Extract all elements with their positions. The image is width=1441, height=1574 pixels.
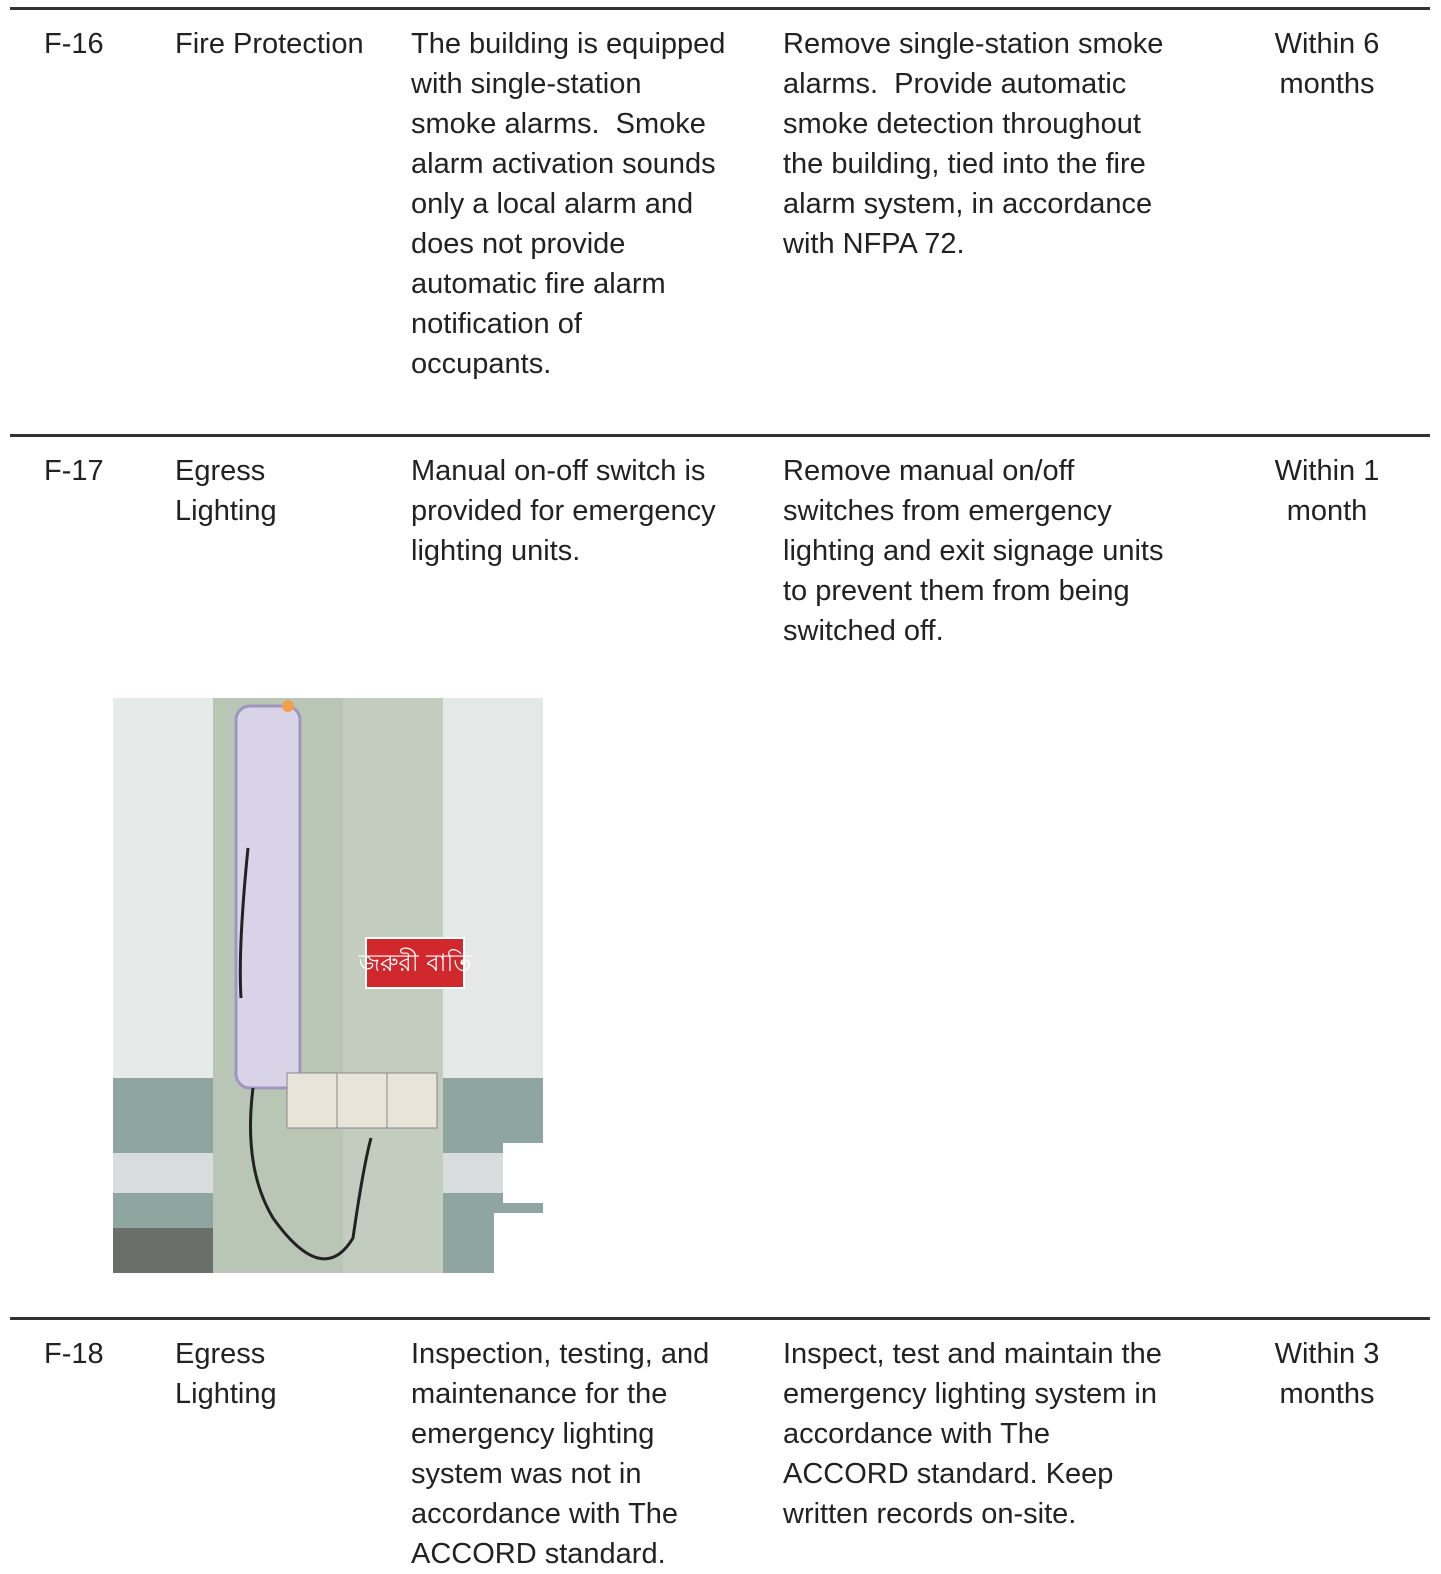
text-line: emergency lighting [411, 1418, 655, 1450]
text-line: alarms. Provide automatic [783, 68, 1127, 100]
text-line: alarm system, in accordance [783, 188, 1153, 220]
text-line: smoke detection throughout [783, 108, 1141, 140]
cell-finding: The building is equipped with single-stat… [411, 24, 725, 384]
text-line: Remove single-station smoke [783, 28, 1164, 60]
cell-category: Fire Protection [175, 24, 364, 64]
text-line: with NFPA 72. [783, 228, 965, 260]
cell-id: F-18 [44, 1338, 104, 1370]
cell-timeline: Within 6 months [1227, 24, 1427, 104]
cell-finding: Inspection, testing, and maintenance for … [411, 1334, 709, 1574]
text-line: automatic fire alarm [411, 268, 666, 300]
text-line: ACCORD standard. Keep [783, 1458, 1114, 1490]
text-line: switched off. [783, 615, 944, 647]
text-line: Manual on-off switch is [411, 455, 706, 487]
text-line: provided for emergency [411, 495, 716, 527]
text-line: accordance with The [411, 1498, 679, 1530]
text-line: Lighting [175, 1378, 277, 1410]
text-line: does not provide [411, 228, 626, 260]
cell-recommendation: Remove manual on/off switches from emerge… [783, 451, 1163, 651]
sign-text: জরুরী বাতি [358, 948, 473, 977]
text-line: Within 1 [1274, 455, 1380, 487]
text-line: Within 3 [1274, 1338, 1380, 1370]
text-line: occupants. [411, 348, 552, 380]
text-line: switches from emergency [783, 495, 1112, 527]
row-rule [10, 7, 1430, 10]
text-line: lighting and exit signage units [783, 535, 1164, 567]
text-line: with single-station [411, 68, 642, 100]
text-line: ACCORD standard. [411, 1538, 666, 1570]
cell-id: F-17 [44, 455, 104, 487]
text-line: Inspect, test and maintain the [783, 1338, 1162, 1370]
text-line: Inspection, testing, and [411, 1338, 710, 1370]
text-line: months [1279, 68, 1375, 100]
text-line: smoke alarms. Smoke [411, 108, 706, 140]
text-line: Egress [175, 455, 266, 487]
text-line: maintenance for the [411, 1378, 668, 1410]
text-line: written records on-site. [783, 1498, 1077, 1530]
text-line: notification of [411, 308, 582, 340]
text-line: lighting units. [411, 535, 581, 567]
text-line: months [1279, 1378, 1375, 1410]
text-line: Within 6 [1274, 28, 1380, 60]
cell-timeline: Within 1 month [1227, 451, 1427, 531]
cell-recommendation: Remove single-station smoke alarms. Provi… [783, 24, 1163, 264]
text-line: accordance with The [783, 1418, 1051, 1450]
text-line: Fire Protection [175, 28, 364, 60]
text-line: alarm activation sounds [411, 148, 716, 180]
cell-recommendation: Inspect, test and maintain the emergency … [783, 1334, 1162, 1534]
text-line: system was not in [411, 1458, 642, 1490]
text-line: emergency lighting system in [783, 1378, 1157, 1410]
text-line: to prevent them from being [783, 575, 1130, 607]
row-rule [10, 434, 1430, 437]
cell-category: Egress Lighting [175, 451, 277, 531]
cell-category: Egress Lighting [175, 1334, 277, 1414]
text-line: only a local alarm and [411, 188, 694, 220]
text-line: Lighting [175, 495, 277, 527]
text-line: Remove manual on/off [783, 455, 1075, 487]
photo: জরুরী বাতি [113, 698, 543, 1273]
text-line: the building, tied into the fire [783, 148, 1146, 180]
cell-id: F-16 [44, 28, 104, 60]
text-line: Egress [175, 1338, 266, 1370]
cell-finding: Manual on-off switch is provided for emer… [411, 451, 716, 571]
text-line: The building is equipped [411, 28, 726, 60]
cell-timeline: Within 3 months [1227, 1334, 1427, 1414]
text-line: month [1286, 495, 1368, 527]
row-rule [10, 1317, 1430, 1320]
